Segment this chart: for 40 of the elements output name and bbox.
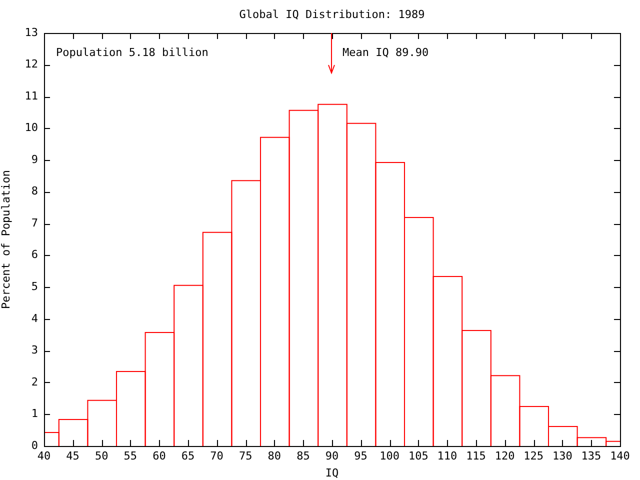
x-tick-label: 55 (124, 449, 138, 462)
ref-line-label: Mean IQ 89.90 (342, 46, 429, 59)
y-tick-label: 6 (31, 248, 38, 262)
x-tick-label: 80 (268, 449, 282, 462)
x-axis-title: IQ (325, 466, 339, 480)
x-tick-label: 40 (37, 449, 51, 462)
y-tick-label: 8 (31, 184, 38, 198)
y-tick-label: 3 (31, 344, 38, 357)
x-tick-label: 115 (466, 449, 486, 462)
x-tick-label: 95 (354, 449, 368, 462)
x-tick-label: 45 (66, 449, 80, 462)
x-tick-label: 85 (296, 449, 310, 462)
y-tick-label: 1 (31, 407, 38, 420)
x-tick-label: 60 (152, 449, 166, 462)
x-tick-label: 140 (610, 449, 630, 462)
y-tick-label: 7 (31, 216, 38, 230)
x-tick-label: 125 (524, 449, 544, 462)
x-tick-label: 135 (581, 449, 602, 462)
x-tick-label: 110 (437, 449, 458, 462)
y-tick-label: 12 (24, 58, 38, 71)
x-tick-label: 120 (494, 449, 515, 462)
y-tick-label: 5 (31, 280, 38, 294)
y-tick-label: 2 (31, 375, 38, 388)
y-tick-label: 11 (24, 89, 38, 102)
y-axis-title: Percent of Population (0, 170, 12, 310)
y-tick-label: 9 (31, 152, 38, 166)
x-tick-label: 105 (408, 449, 428, 462)
x-tick-label: 50 (94, 449, 108, 462)
y-tick-label: 0 (31, 438, 38, 452)
x-tick-label: 90 (325, 449, 339, 462)
x-tick-label: 75 (238, 449, 252, 462)
y-tick-label: 10 (24, 121, 38, 134)
annotation: Population 5.18 billion (56, 46, 208, 59)
x-tick-label: 100 (380, 449, 400, 462)
y-tick-label: 4 (31, 312, 38, 325)
y-tick-label: 13 (24, 26, 38, 39)
x-tick-label: 130 (552, 449, 572, 462)
x-tick-label: 70 (210, 449, 224, 462)
x-tick-label: 65 (181, 449, 195, 462)
chart-title: Global IQ Distribution: 1989 (239, 8, 425, 21)
